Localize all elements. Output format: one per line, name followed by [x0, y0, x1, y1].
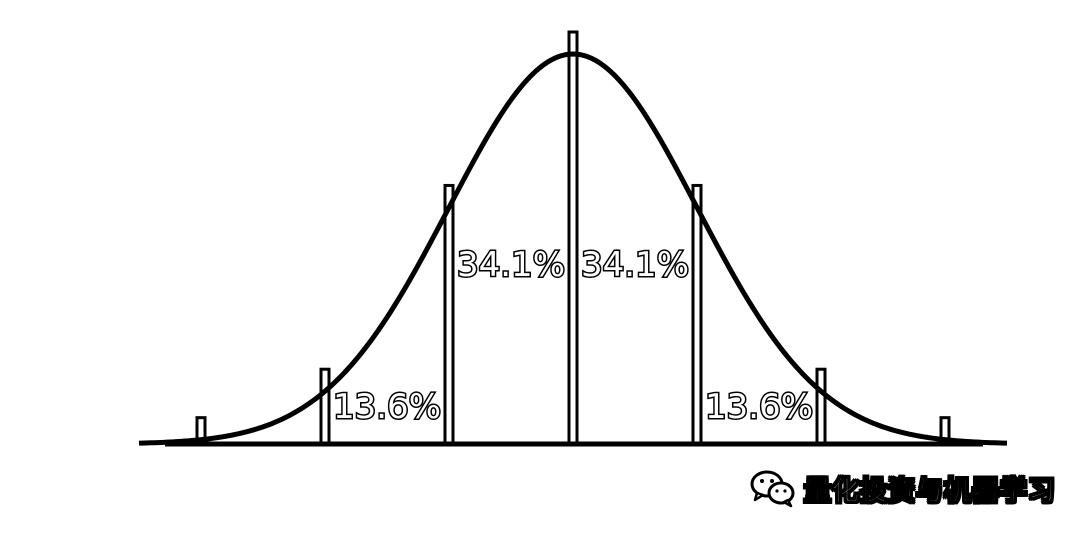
watermark-text: 量化投资与机器学习	[804, 475, 1056, 507]
boundary-line-minus1-sigma	[443, 183, 455, 446]
watermark: 量化投资与机器学习	[748, 466, 1056, 510]
region-label-2: 34.1%	[457, 245, 565, 285]
boundary-line-plus1-sigma	[691, 183, 703, 446]
region-label-3: 34.1%	[581, 245, 689, 285]
boundary-line-minus2-sigma	[319, 367, 331, 446]
bell-curve	[138, 51, 1008, 446]
boundary-line-plus2-sigma	[815, 367, 827, 446]
region-label-1: 13.6%	[333, 387, 441, 427]
wechat-icon	[750, 470, 795, 508]
boundary-lines-layer	[195, 30, 951, 446]
boundary-line-mean-sigma	[567, 30, 579, 446]
region-labels-layer: 13.6% 34.1% 34.1% 13.6%	[331, 244, 814, 429]
region-label-4: 13.6%	[705, 387, 813, 427]
